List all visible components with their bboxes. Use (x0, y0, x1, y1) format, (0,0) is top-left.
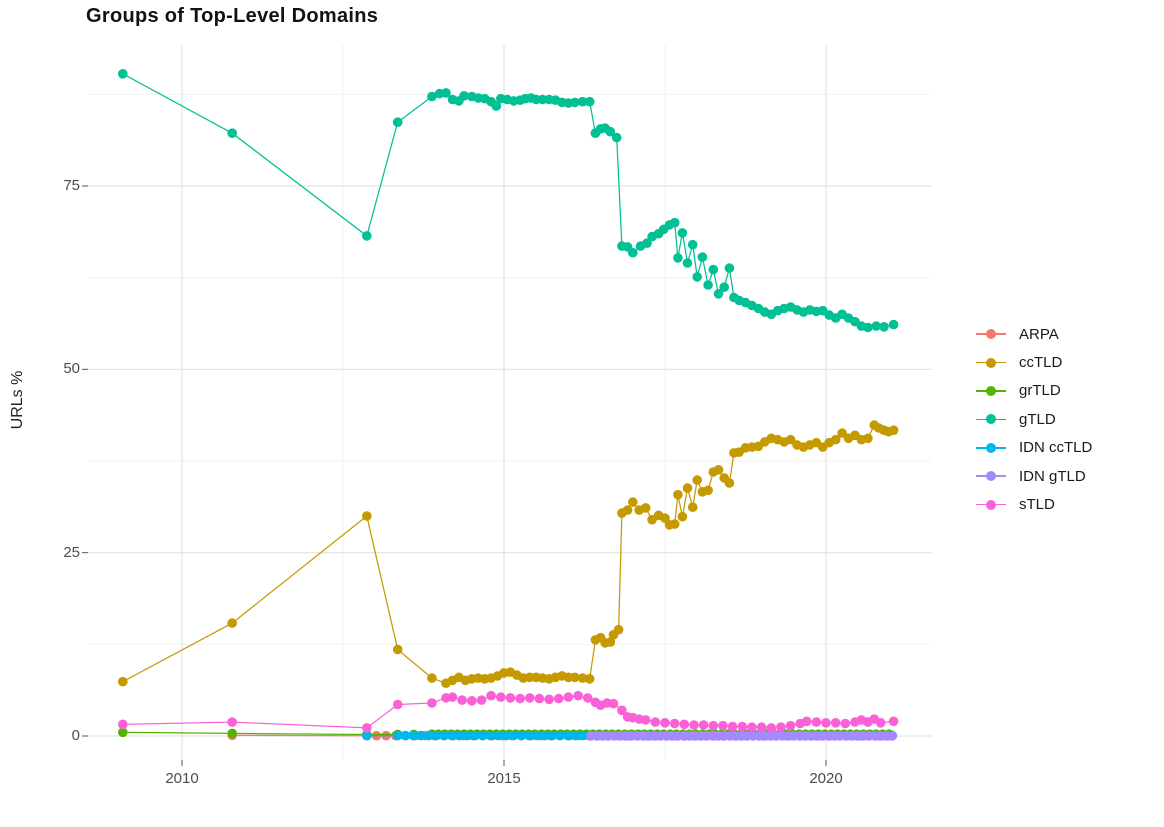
legend-item-grtld: grTLD (976, 377, 1092, 405)
legend-label: IDN gTLD (1019, 467, 1086, 485)
y-tick-label-25: 25 (63, 544, 80, 561)
legend-item-cctld: ccTLD (976, 348, 1092, 376)
legend-key-icon (976, 441, 1006, 455)
legend-label: ARPA (1019, 325, 1059, 343)
legend-item-stld: sTLD (976, 490, 1092, 518)
legend-label: ccTLD (1019, 354, 1063, 372)
legend-item-idn-gtld: IDN gTLD (976, 462, 1092, 490)
legend-key-icon (976, 412, 1006, 426)
x-tick-label-2015: 2015 (487, 770, 521, 787)
legend-label: sTLD (1019, 496, 1055, 514)
legend-label: grTLD (1019, 382, 1061, 400)
chart-title: Groups of Top-Level Domains (86, 5, 379, 27)
legend: ARPA ccTLD grTLD gTLD IDN ccTLD IDN gTLD… (976, 320, 1092, 519)
legend-label: IDN ccTLD (1019, 439, 1093, 457)
legend-item-idn-cctld: IDN ccTLD (976, 434, 1092, 462)
y-tick-label-75: 75 (63, 177, 80, 194)
legend-key-icon (976, 384, 1006, 398)
y-tick-label-0: 0 (71, 727, 80, 744)
legend-item-gtld: gTLD (976, 405, 1092, 433)
x-tick-label-2010: 2010 (165, 770, 199, 787)
legend-key-icon (976, 356, 1006, 370)
legend-item-arpa: ARPA (976, 320, 1092, 348)
legend-key-icon (976, 327, 1006, 341)
legend-key-icon (976, 469, 1006, 483)
legend-key-icon (976, 498, 1006, 512)
x-tick-label-2020: 2020 (809, 770, 843, 787)
y-axis-title: URLs % (9, 370, 26, 430)
y-tick-label-50: 50 (63, 360, 80, 377)
legend-label: gTLD (1019, 410, 1056, 428)
